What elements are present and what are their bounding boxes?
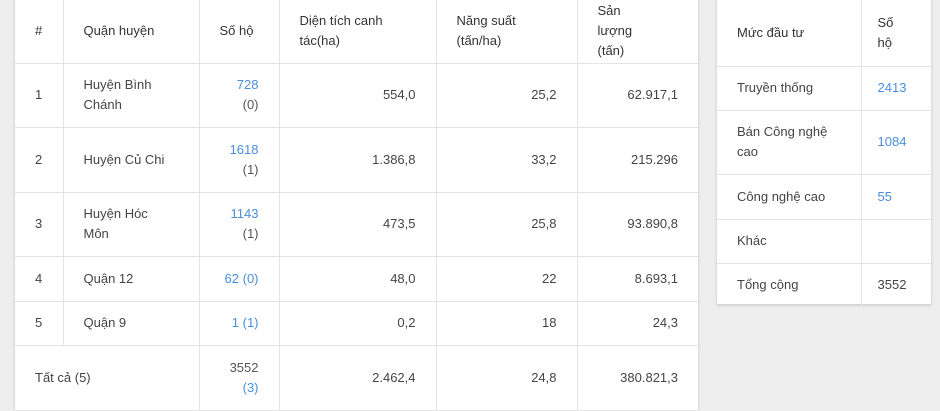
list-item: Bán Công nghệ cao 1084 bbox=[717, 110, 931, 175]
households-link[interactable]: 1143 bbox=[230, 206, 259, 221]
list-item: Truyền thống 2413 bbox=[717, 66, 931, 111]
row-district: Huyện Bình Chánh bbox=[63, 63, 200, 128]
header-district: Quận huyện bbox=[63, 0, 200, 64]
households-link[interactable]: 62 bbox=[224, 270, 239, 286]
header-area: Diện tích canh tác(ha) bbox=[279, 0, 437, 64]
row-index: 5 bbox=[15, 301, 64, 346]
header-output: Sản lượng (tấn) bbox=[577, 0, 698, 64]
header-households: Số hộ bbox=[199, 0, 280, 64]
row-households: 728 (0) bbox=[199, 63, 280, 128]
row-district: Huyện Củ Chi bbox=[63, 127, 200, 193]
row-district: Huyện Hóc Môn bbox=[63, 192, 200, 257]
list-item: Công nghệ cao 55 bbox=[717, 174, 931, 220]
table-row: 2 Huyện Củ Chi 1618 (1) 1.386,8 33,2 215… bbox=[15, 127, 698, 193]
row-output: 24,3 bbox=[577, 301, 698, 346]
households-sub: (1) bbox=[242, 315, 259, 330]
row-area: 1.386,8 bbox=[279, 127, 437, 193]
row-output: 215.296 bbox=[577, 127, 698, 193]
investment-table: Mức đầu tư Số hộ Truyền thống 2413 Bán C… bbox=[717, 0, 931, 307]
households-link[interactable]: 2413 bbox=[861, 66, 931, 111]
total-households-value: 3552 bbox=[229, 359, 259, 375]
header-investment-level: Mức đầu tư bbox=[717, 0, 862, 67]
households-sub: (1) bbox=[242, 161, 259, 177]
total-output: 380.821,3 bbox=[577, 345, 698, 411]
table-row: 1 Huyện Bình Chánh 728 (0) 554,0 25,2 62… bbox=[15, 63, 698, 128]
district-table: # Quận huyện Số hộ Diện tích canh tác(ha… bbox=[15, 0, 698, 411]
households-link[interactable]: 1 bbox=[231, 315, 239, 330]
total-households: 3552 bbox=[861, 263, 931, 307]
row-yield: 25,8 bbox=[436, 192, 578, 257]
row-district: Quận 9 bbox=[63, 301, 200, 346]
total-row: Tổng cộng 3552 bbox=[717, 263, 931, 307]
row-output: 93.890,8 bbox=[577, 192, 698, 257]
header-yield: Năng suất (tấn/ha) bbox=[436, 0, 578, 64]
investment-level-label: Bán Công nghệ cao bbox=[717, 110, 862, 175]
total-label: Tổng cộng bbox=[717, 263, 862, 307]
investment-level-label: Công nghệ cao bbox=[717, 174, 862, 220]
households-value bbox=[861, 219, 931, 264]
header-households: Số hộ bbox=[861, 0, 931, 67]
households-link[interactable]: 55 bbox=[861, 174, 931, 220]
row-yield: 18 bbox=[436, 301, 578, 346]
row-area: 48,0 bbox=[279, 256, 437, 302]
row-yield: 33,2 bbox=[436, 127, 578, 193]
row-yield: 25,2 bbox=[436, 63, 578, 128]
total-label: Tất cả (5) bbox=[15, 345, 200, 411]
district-summary-card: # Quận huyện Số hộ Diện tích canh tác(ha… bbox=[15, 0, 698, 411]
row-area: 554,0 bbox=[279, 63, 437, 128]
row-index: 4 bbox=[15, 256, 64, 302]
investment-level-label: Truyền thống bbox=[717, 66, 862, 111]
row-index: 1 bbox=[15, 63, 64, 128]
row-index: 3 bbox=[15, 192, 64, 257]
households-sub: (0) bbox=[242, 97, 259, 112]
row-output: 8.693,1 bbox=[577, 256, 698, 302]
investment-level-card: Mức đầu tư Số hộ Truyền thống 2413 Bán C… bbox=[717, 0, 931, 307]
row-households: 1143 (1) bbox=[199, 192, 280, 257]
table-row: 3 Huyện Hóc Môn 1143 (1) 473,5 25,8 93.8… bbox=[15, 192, 698, 257]
row-area: 0,2 bbox=[279, 301, 437, 346]
total-households-sub: (3) bbox=[242, 379, 259, 395]
row-households: 1618 (1) bbox=[199, 127, 280, 193]
investment-level-label: Khác bbox=[717, 219, 862, 264]
total-row: Tất cả (5) 3552 (3) 2.462,4 24,8 380.821… bbox=[15, 345, 698, 411]
list-item: Khác bbox=[717, 219, 931, 264]
row-yield: 22 bbox=[436, 256, 578, 302]
row-households: 62 (0) bbox=[199, 256, 280, 302]
table-row: 4 Quận 12 62 (0) 48,0 22 8.693,1 bbox=[15, 256, 698, 302]
table-header-row: # Quận huyện Số hộ Diện tích canh tác(ha… bbox=[15, 0, 698, 64]
total-households: 3552 (3) bbox=[199, 345, 280, 411]
total-area: 2.462,4 bbox=[279, 345, 437, 411]
header-index: # bbox=[15, 0, 64, 64]
households-link[interactable]: 1618 bbox=[229, 141, 259, 157]
table-header-row: Mức đầu tư Số hộ bbox=[717, 0, 931, 67]
row-output: 62.917,1 bbox=[577, 63, 698, 128]
row-district: Quận 12 bbox=[63, 256, 200, 302]
households-sub: (1) bbox=[242, 226, 259, 241]
total-yield: 24,8 bbox=[436, 345, 578, 411]
row-households: 1 (1) bbox=[199, 301, 280, 346]
row-index: 2 bbox=[15, 127, 64, 193]
row-area: 473,5 bbox=[279, 192, 437, 257]
households-link[interactable]: 728 bbox=[236, 77, 259, 92]
table-row: 5 Quận 9 1 (1) 0,2 18 24,3 bbox=[15, 301, 698, 346]
households-link[interactable]: 1084 bbox=[861, 110, 931, 175]
households-sub: (0) bbox=[242, 270, 259, 286]
